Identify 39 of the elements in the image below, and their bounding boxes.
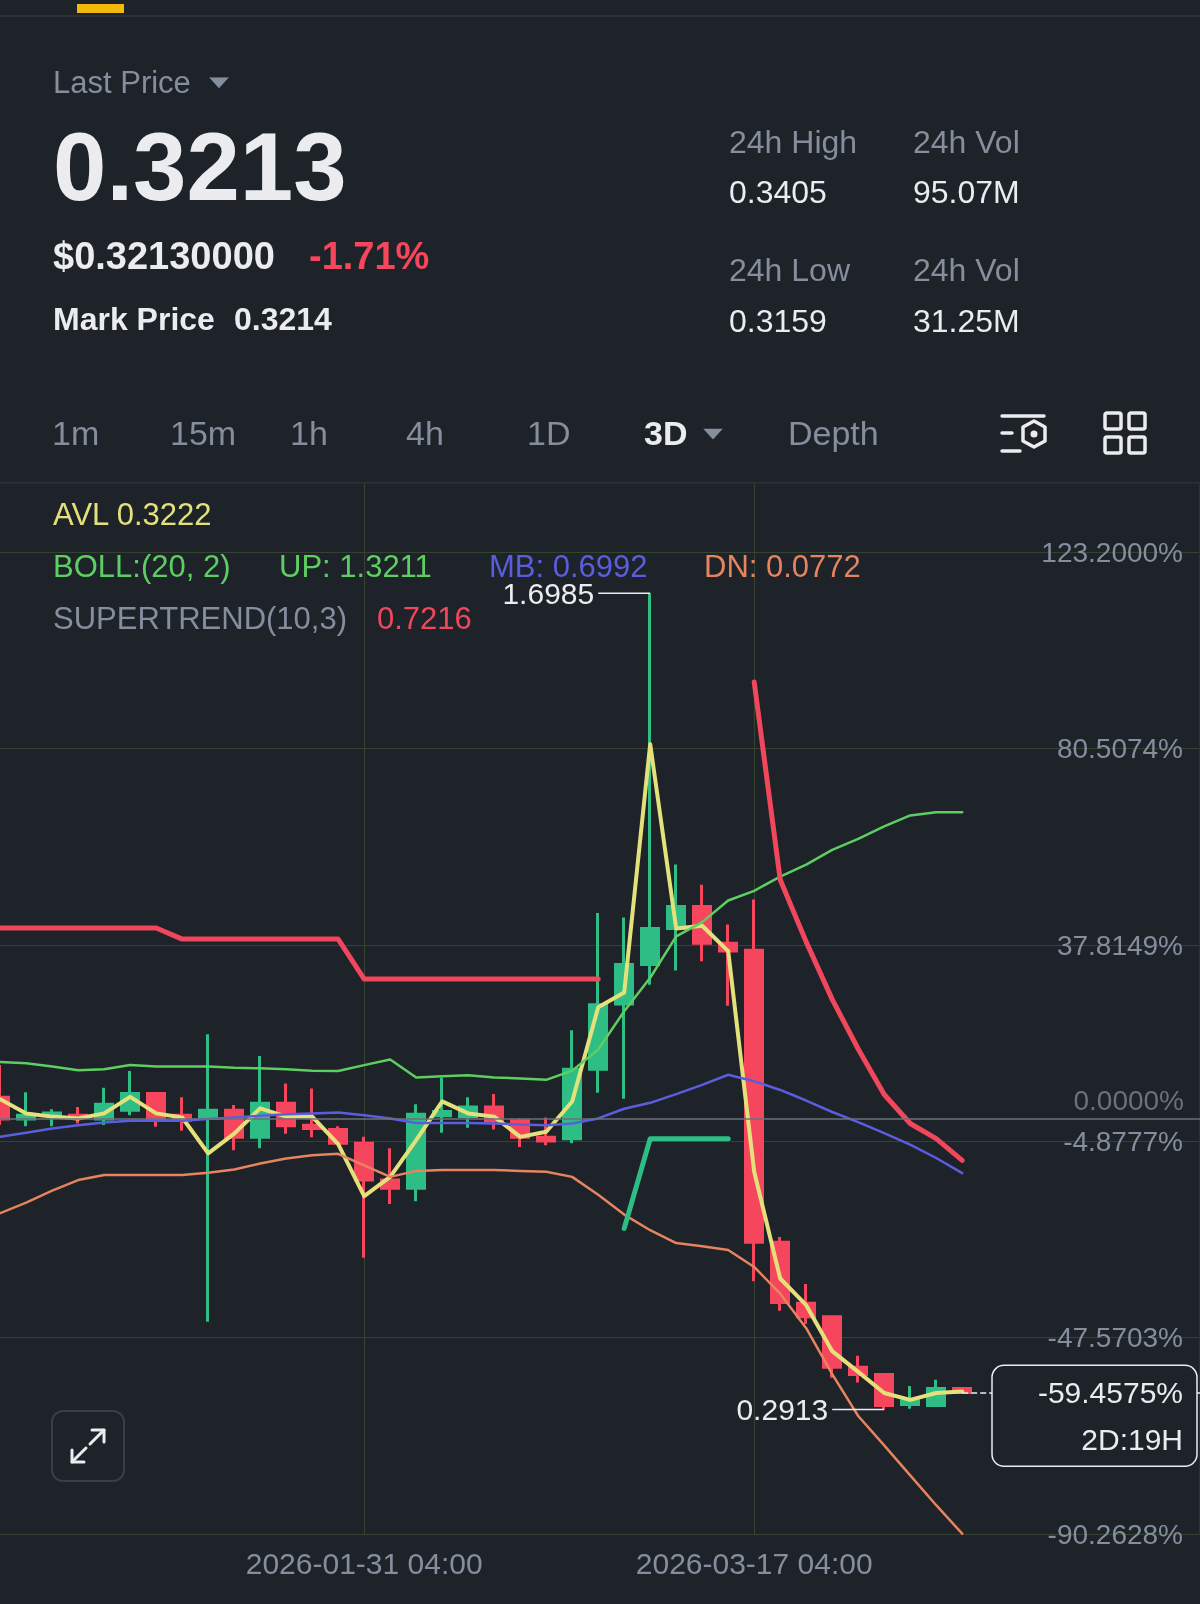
annotation: BOLL:(20, 2) — [53, 549, 231, 585]
text: 95.07M — [913, 173, 1020, 211]
text: 24h High — [729, 123, 858, 161]
text: 15m — [170, 414, 237, 454]
text: Mark Price — [53, 300, 215, 338]
y-tick-label: 80.5074% — [1056, 733, 1183, 765]
text: 31.25M — [913, 302, 1020, 340]
text: 0.3214 — [234, 300, 332, 338]
text: Depth — [788, 414, 879, 454]
x-tick-label: 2026-03-17 04:00 — [635, 1546, 873, 1580]
y-tick-label: -4.8777% — [1063, 1125, 1183, 1157]
text: 0.3213 — [53, 111, 347, 222]
text: AVL 0.3222 — [53, 497, 212, 533]
text: 4h — [406, 414, 444, 454]
y-tick-label: 123.2000% — [1041, 536, 1183, 568]
text: 3D — [644, 414, 688, 454]
text: 1D — [527, 414, 571, 454]
text: $0.32130000 — [53, 235, 275, 279]
ref-line-label: -59.4575% — [1037, 1375, 1183, 1409]
text: 0.3405 — [729, 173, 827, 211]
text: 0.7216 — [377, 601, 472, 637]
text: -1.71% — [309, 235, 430, 279]
text: 24h Vol — [913, 251, 1020, 289]
ref-line-label: 0.0000% — [1073, 1085, 1184, 1117]
annotation: 0.2913 — [736, 1393, 829, 1427]
text: Last Price — [53, 65, 191, 101]
text: UP: 1.3211 — [279, 549, 432, 585]
text: 24h Vol — [913, 123, 1020, 161]
annotation: 2D:19H — [1081, 1422, 1183, 1456]
x-tick-label: 2026-01-31 04:00 — [245, 1546, 483, 1580]
y-tick-label: 37.8149% — [1056, 929, 1183, 961]
text: 1m — [52, 414, 100, 454]
text: 1h — [290, 414, 328, 454]
annotation: SUPERTREND(10,3) — [53, 601, 348, 637]
text: 24h Low — [729, 251, 850, 289]
y-tick-label: -90.2628% — [1047, 1518, 1183, 1550]
y-tick-label: -47.5703% — [1047, 1322, 1183, 1354]
text: 0.3159 — [729, 302, 827, 340]
text: DN: 0.0772 — [704, 549, 861, 585]
